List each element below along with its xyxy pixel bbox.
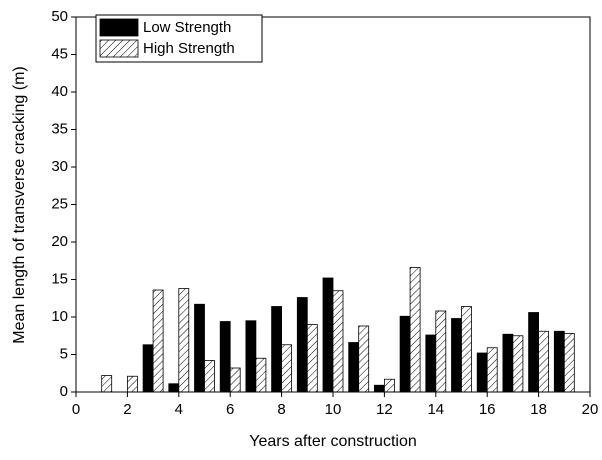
bar: [245, 320, 257, 393]
bar: [383, 378, 395, 393]
bar: [486, 347, 498, 393]
plot-frame: [75, 16, 591, 393]
x-tick-label: 10: [325, 401, 342, 418]
legend-swatch: [99, 18, 139, 37]
bar: [332, 290, 344, 393]
bar: [435, 310, 447, 393]
y-axis-title: Mean length of transverse cracking (m): [11, 66, 28, 343]
bar: [194, 303, 205, 393]
y-tick-label: 50: [51, 8, 68, 25]
bar: [127, 375, 138, 393]
legend-label: Low Strength: [143, 19, 231, 36]
x-tick-label: 2: [123, 401, 131, 418]
y-tick-label: 5: [60, 345, 68, 362]
x-tick-label: 18: [530, 401, 547, 418]
legend-swatch: [99, 39, 139, 58]
y-tick-label: 20: [51, 233, 68, 250]
bar: [553, 330, 565, 393]
x-tick-label: 0: [72, 401, 80, 418]
bar: [528, 312, 539, 393]
bar: [399, 315, 411, 393]
y-tick-label: 40: [51, 83, 68, 100]
bar: [476, 352, 488, 393]
x-tick-label: 14: [427, 401, 444, 418]
bar: [502, 333, 514, 393]
y-tick-label: 30: [51, 158, 68, 175]
x-tick-label: 20: [582, 401, 599, 418]
x-tick-label: 12: [376, 401, 393, 418]
bar: [322, 277, 334, 393]
bar: [152, 289, 164, 393]
bar: [461, 306, 472, 393]
bar: [538, 330, 549, 393]
bar: [563, 333, 575, 393]
bar: [101, 375, 113, 393]
bar: [271, 306, 283, 393]
bar: [204, 360, 215, 393]
bar: [348, 342, 360, 393]
bar: [373, 384, 385, 393]
x-tick-label: 6: [226, 401, 234, 418]
y-tick-label: 25: [51, 195, 68, 212]
y-tick-label: 0: [60, 383, 68, 400]
y-tick-label: 10: [51, 308, 68, 325]
y-tick-label: 15: [51, 270, 68, 287]
bar: [358, 325, 370, 393]
y-tick-label: 35: [51, 120, 68, 137]
bar: [512, 335, 524, 393]
bar: [178, 288, 190, 393]
bar: [255, 357, 267, 393]
bar: [425, 334, 437, 393]
bar: [281, 344, 293, 393]
x-tick-label: 4: [175, 401, 183, 418]
bar: [296, 297, 308, 393]
x-axis-title: Years after construction: [249, 433, 417, 450]
bar: [409, 267, 421, 393]
bar: [219, 321, 231, 393]
bar: [451, 318, 462, 393]
x-tick-label: 16: [479, 401, 496, 418]
bar: [168, 383, 180, 393]
y-tick-label: 45: [51, 45, 68, 62]
bar: [306, 324, 318, 393]
bar: [229, 367, 241, 393]
x-tick-label: 8: [277, 401, 285, 418]
legend-label: High Strength: [143, 40, 235, 57]
bar: [142, 344, 154, 393]
